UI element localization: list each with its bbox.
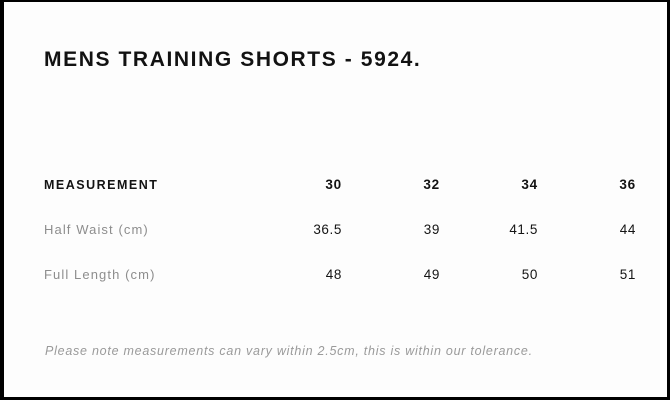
column-header-size-32: 32 <box>423 177 440 192</box>
column-header-size-30: 30 <box>325 177 342 192</box>
row-label-half-waist: Half Waist (cm) <box>44 222 149 237</box>
cell-full-length-30: 48 <box>325 267 342 282</box>
cell-half-waist-34: 41.5 <box>509 222 538 237</box>
column-header-size-36: 36 <box>619 177 636 192</box>
cell-full-length-32: 49 <box>423 267 440 282</box>
size-chart-header: MEASUREMENT 30 32 34 36 38 <box>44 162 667 207</box>
cell-half-waist-36: 44 <box>619 222 636 237</box>
cell-full-length-38: 52 <box>636 252 667 297</box>
cell-full-length-34: 50 <box>521 267 538 282</box>
cell-half-waist-38: 46.5 <box>636 207 667 252</box>
size-guide-content: MENS TRAINING SHORTS - 5924. MEASUREMENT… <box>4 2 667 397</box>
row-label-full-length: Full Length (cm) <box>44 267 156 282</box>
measurement-tolerance-note: Please note measurements can vary within… <box>45 344 533 358</box>
column-header-measurement: MEASUREMENT <box>44 177 159 192</box>
table-row: Half Waist (cm) 36.5 39 41.5 44 46.5 <box>44 207 667 252</box>
cell-half-waist-32: 39 <box>423 222 440 237</box>
size-chart-body: Half Waist (cm) 36.5 39 41.5 44 46.5 Ful… <box>44 207 667 297</box>
cell-full-length-36: 51 <box>619 267 636 282</box>
table-row: Full Length (cm) 48 49 50 51 52 <box>44 252 667 297</box>
page-title: MENS TRAINING SHORTS - 5924. <box>44 48 422 71</box>
column-header-size-38: 38 <box>636 162 667 207</box>
table-header-row: MEASUREMENT 30 32 34 36 38 <box>44 162 667 207</box>
column-header-size-34: 34 <box>521 177 538 192</box>
cell-half-waist-30: 36.5 <box>313 222 342 237</box>
size-chart-table: MEASUREMENT 30 32 34 36 38 Half Waist (c… <box>44 162 667 297</box>
